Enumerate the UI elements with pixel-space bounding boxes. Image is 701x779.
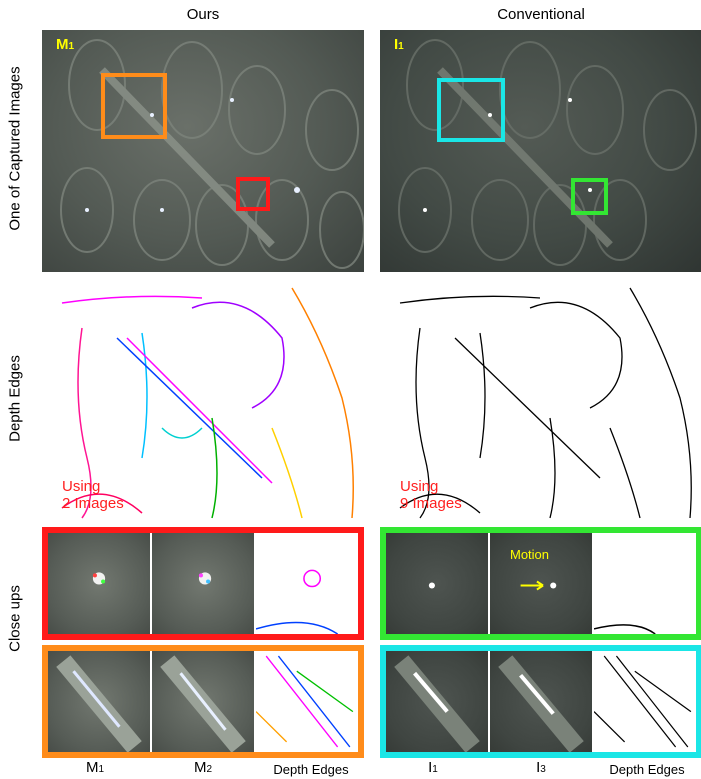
orange-closeup-strip <box>42 645 364 758</box>
orange-zoom-box <box>101 73 167 139</box>
closeup-m1-orange <box>48 651 150 752</box>
ours-using-label: Using 2 Images <box>62 478 124 512</box>
bottom-label-conventional-depth-edges: Depth Edges <box>609 762 685 777</box>
bottom-label-m2: M2 <box>193 759 213 776</box>
row-label-depth-edges: Depth Edges <box>6 355 24 442</box>
spoons-illustration <box>60 39 364 269</box>
bottom-label-i3: I3 <box>536 759 546 776</box>
conventional-image-tag: I1 <box>394 36 404 53</box>
closeup-i3-cyan <box>488 651 592 752</box>
cyan-closeup-strip <box>380 645 701 758</box>
closeup-depth-edges-green <box>592 533 696 634</box>
column-title-conventional: Conventional <box>497 6 585 23</box>
closeup-i1-cyan <box>386 651 488 752</box>
ours-captured-image: M1 <box>42 30 364 272</box>
closeup-depth-edges-cyan <box>592 651 696 752</box>
bottom-label-ours-depth-edges: Depth Edges <box>273 762 349 777</box>
closeup-m1-red <box>48 533 150 634</box>
conventional-using-label: Using 9 Images <box>400 478 462 512</box>
closeup-depth-edges-red <box>254 533 358 634</box>
row-label-close-ups: Close ups <box>6 585 24 652</box>
closeup-m2-orange <box>150 651 254 752</box>
closeup-m2-red <box>150 533 254 634</box>
green-closeup-strip: Motion <box>380 527 701 640</box>
bottom-label-m1: M1 <box>85 759 105 776</box>
column-title-ours: Ours <box>186 6 220 23</box>
black-depth-edges-illustration <box>399 287 692 519</box>
conventional-depth-edges: Using 9 Images <box>380 278 701 520</box>
cyan-zoom-box <box>437 78 505 142</box>
colored-depth-edges-illustration <box>61 287 354 519</box>
red-closeup-strip <box>42 527 364 640</box>
row-label-captured-images: One of Captured Images <box>6 66 24 231</box>
closeup-i3-green: Motion <box>488 533 592 634</box>
bottom-label-i1: I1 <box>428 759 438 776</box>
motion-label: Motion <box>510 547 550 562</box>
green-zoom-box <box>571 178 608 215</box>
spoons-illustration <box>398 39 697 266</box>
closeup-depth-edges-orange <box>254 651 358 752</box>
conventional-captured-image: I1 <box>380 30 701 272</box>
closeup-i1-green <box>386 533 488 634</box>
ours-image-tag: M1 <box>56 36 75 53</box>
ours-depth-edges: Using 2 Images <box>42 278 364 520</box>
red-zoom-box <box>236 177 270 211</box>
